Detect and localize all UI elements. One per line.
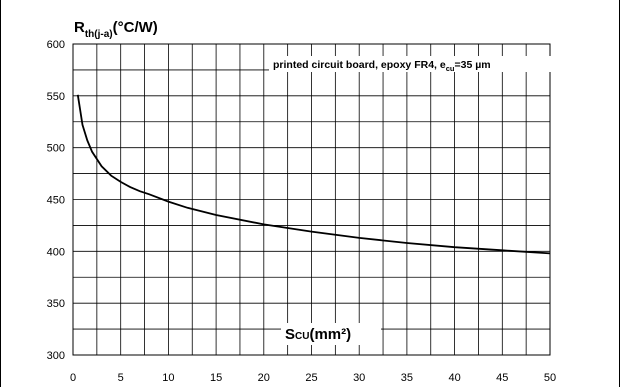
x-axis-label-background bbox=[281, 323, 381, 345]
y-tick-labels: 300 350 400 450 500 550 600 bbox=[47, 39, 65, 362]
board-annotation: printed circuit board, epoxy FR4, ecu=35… bbox=[273, 59, 491, 73]
x-tick-label: 15 bbox=[210, 372, 222, 384]
x-tick-label: 10 bbox=[162, 372, 174, 384]
x-tick-label: 35 bbox=[401, 372, 413, 384]
x-tick-label: 5 bbox=[118, 372, 124, 384]
y-tick-label: 550 bbox=[47, 91, 65, 103]
x-axis-label: SCU(mm²) bbox=[285, 326, 351, 343]
y-tick-label: 350 bbox=[47, 298, 65, 310]
series-line bbox=[76, 94, 551, 255]
grid-lines bbox=[73, 44, 550, 355]
x-tick-labels: 0 5 10 15 20 25 30 35 40 45 50 bbox=[70, 372, 556, 384]
y-tick-label: 600 bbox=[47, 39, 65, 51]
y-axis-label-background bbox=[71, 14, 201, 40]
annotation-suffix: =35 µm bbox=[454, 59, 490, 71]
x-tick-label: 25 bbox=[305, 372, 317, 384]
annotation-text: printed circuit board, epoxy FR4, e bbox=[273, 59, 446, 71]
x-tick-label: 45 bbox=[496, 372, 508, 384]
y-tick-label: 500 bbox=[47, 143, 65, 155]
y-axis-label-subscript: th(j-a) bbox=[85, 29, 113, 40]
x-tick-label: 20 bbox=[258, 372, 270, 384]
y-tick-label: 450 bbox=[47, 195, 65, 207]
x-axis-label-main: S bbox=[285, 326, 295, 343]
x-tick-label: 0 bbox=[70, 372, 76, 384]
x-axis-label-unit: (mm²) bbox=[309, 326, 351, 343]
annotation-background bbox=[269, 56, 551, 72]
plot-area-border bbox=[72, 43, 551, 356]
y-tick-label: 300 bbox=[47, 350, 65, 362]
x-tick-label: 50 bbox=[544, 372, 556, 384]
y-axis-label-main: R bbox=[74, 19, 85, 36]
y-tick-label: 400 bbox=[47, 246, 65, 258]
x-tick-label: 30 bbox=[353, 372, 365, 384]
y-axis-label: Rth(j-a)(°C/W) bbox=[74, 19, 158, 40]
y-axis-label-unit: (°C/W) bbox=[113, 19, 158, 36]
x-tick-label: 40 bbox=[448, 372, 460, 384]
annotation-subscript: cu bbox=[446, 64, 455, 73]
x-axis-label-subscript: CU bbox=[295, 331, 309, 342]
